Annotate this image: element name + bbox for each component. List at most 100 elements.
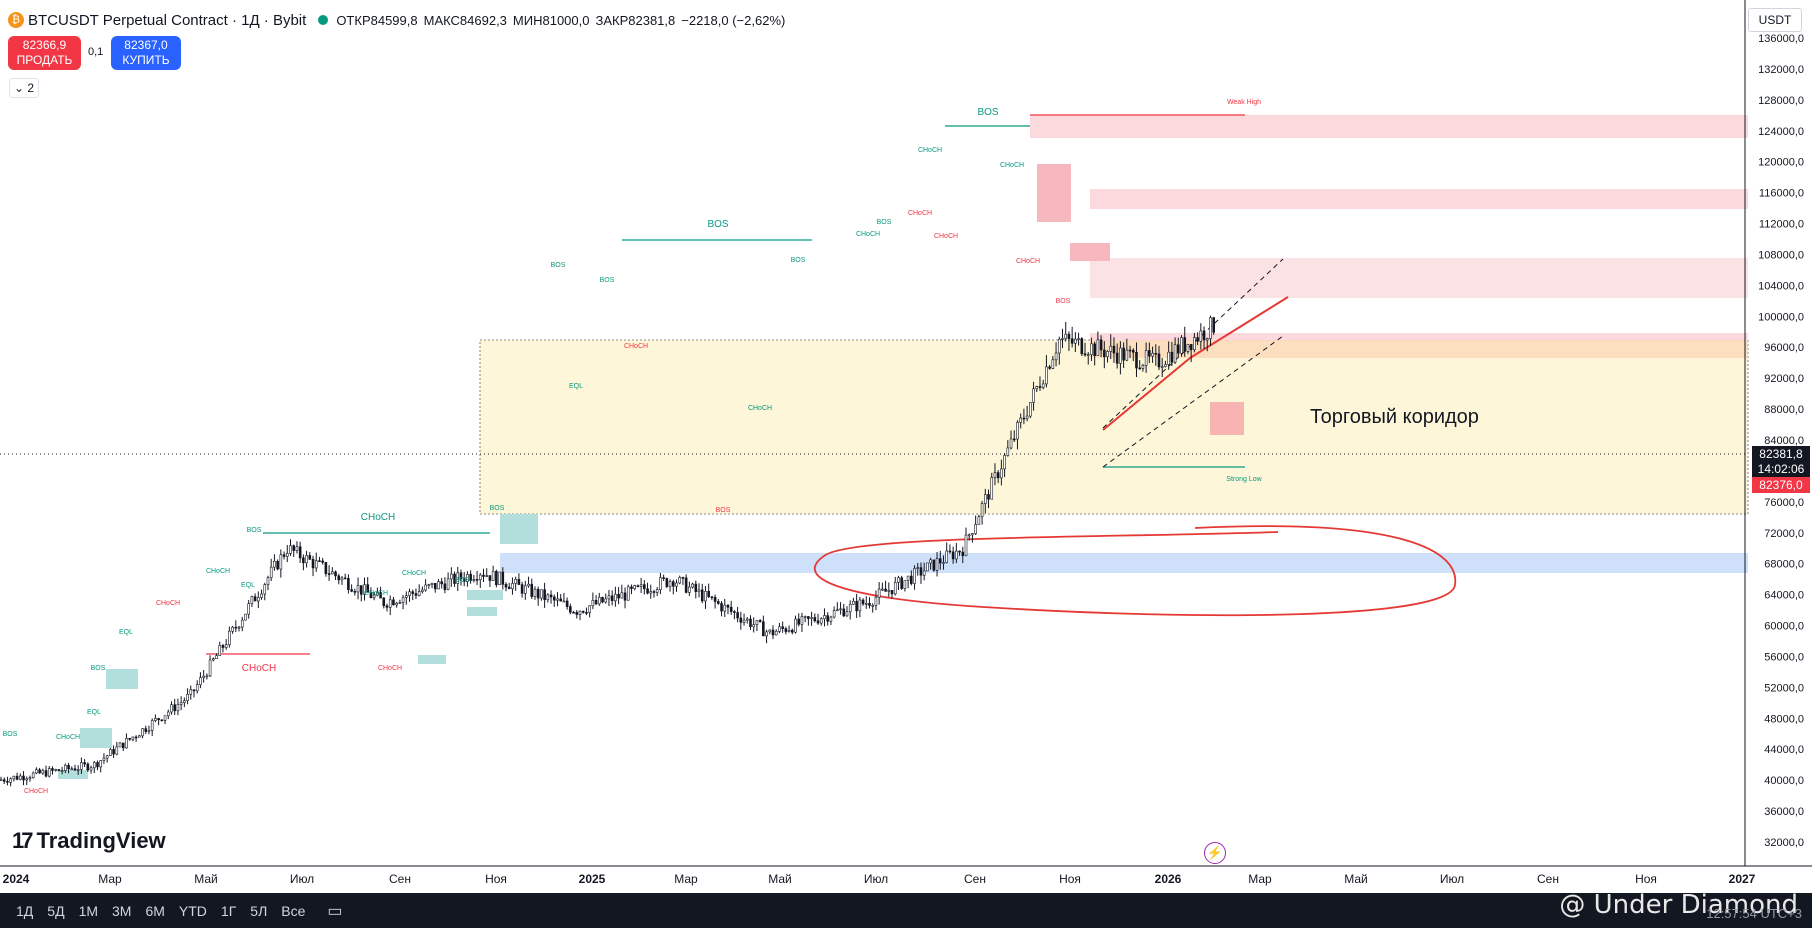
candle-body: [382, 597, 386, 607]
structure-label: BOS: [247, 527, 262, 534]
candle-body: [861, 599, 865, 605]
timeframe-1m[interactable]: 1М: [78, 902, 99, 919]
candle-body: [366, 584, 370, 593]
time-axis[interactable]: 2024 Мар Май Июл Сен Ноя 2025 Мар Май Июл Сен Ноя 20…: [3, 872, 1756, 886]
candle-body: [1177, 344, 1180, 354]
candle-body: [511, 583, 514, 590]
time-tick-label: Ноя: [485, 872, 507, 886]
supply-zone-3: [1090, 258, 1748, 298]
symbol-title[interactable]: BTCUSDT Perpetual Contract · 1Д · Bybit: [28, 11, 307, 29]
change-value: −2218,0 (−2,62%): [681, 12, 786, 28]
candle-body: [552, 596, 556, 601]
candle-body: [585, 612, 588, 614]
candle-body: [1180, 337, 1183, 354]
candle-body: [385, 605, 389, 608]
candle-body: [80, 762, 83, 770]
price-tick-label: 44000,0: [1764, 744, 1804, 756]
candle-body: [411, 591, 415, 594]
timeframe-3m[interactable]: 3М: [112, 902, 132, 919]
timeframe-1y[interactable]: 1Г: [220, 902, 237, 919]
candle-body: [324, 562, 328, 574]
candle-body: [157, 718, 160, 721]
candle-body: [639, 584, 643, 587]
candle-body: [1099, 339, 1103, 351]
candle-body: [688, 586, 691, 593]
candle-body: [684, 577, 688, 593]
candle-body: [1029, 402, 1032, 417]
candle-body: [868, 603, 871, 606]
timeframe-ytd[interactable]: YTD: [178, 902, 207, 919]
candle-body: [1106, 351, 1109, 358]
candle-body: [906, 575, 910, 581]
candle-body: [755, 620, 759, 625]
candle-body: [1096, 339, 1100, 356]
candle-body: [18, 775, 22, 780]
candle-body: [401, 597, 405, 603]
tradingview-logo[interactable]: 17 TradingView: [12, 828, 166, 854]
candle-body: [1006, 447, 1010, 456]
candle-body: [105, 755, 109, 759]
trend-line-1: [1102, 357, 1191, 431]
candle-body: [318, 560, 321, 563]
candle-body: [1122, 347, 1125, 361]
fvg-blue-zone: [500, 553, 1748, 573]
timeframe-5y[interactable]: 5Л: [250, 902, 268, 919]
candle-body: [128, 737, 131, 740]
candle-body: [620, 592, 624, 599]
calendar-range-icon[interactable]: ▭: [327, 902, 343, 920]
candle-body: [733, 611, 736, 613]
candle-body: [977, 516, 981, 525]
candle-body: [938, 558, 942, 564]
candle-body: [314, 560, 318, 569]
candle-body: [726, 604, 730, 608]
structure-label: BOS: [1056, 298, 1071, 305]
timeframe-5d[interactable]: 5Д: [47, 902, 65, 919]
candle-body: [224, 644, 228, 648]
candle-body: [76, 769, 80, 771]
candle-body: [836, 609, 839, 612]
structure-label: CHoCH: [856, 231, 880, 238]
price-tick-label: 124000,0: [1758, 126, 1804, 138]
candle-body: [1209, 317, 1212, 339]
candle-body: [1064, 333, 1068, 339]
candle-body: [343, 577, 347, 580]
candle-body: [1057, 338, 1061, 354]
candle-body: [485, 575, 489, 577]
candle-body: [607, 595, 611, 600]
candle-body: [1067, 333, 1071, 339]
candle-body: [559, 598, 563, 602]
lot-size[interactable]: 0,1: [88, 46, 104, 58]
indicators-toggle[interactable]: ⌄ 2: [9, 78, 39, 98]
price-axis[interactable]: 136000,0 132000,0 128000,0 124000,0 120000,0…: [1758, 33, 1804, 849]
candle-body: [810, 617, 813, 619]
candle-body: [189, 689, 193, 695]
candle-body: [700, 589, 704, 602]
timeframe-6m[interactable]: 6М: [145, 902, 165, 919]
timeframe-all[interactable]: Все: [281, 902, 306, 919]
structure-label: CHoCH: [934, 233, 958, 240]
order-block-3: [1210, 402, 1244, 435]
candle-body: [350, 589, 353, 592]
candle-body: [961, 551, 965, 556]
candle-body: [250, 596, 254, 605]
corridor-label[interactable]: Торговый коридор: [1310, 406, 1479, 428]
clock-label[interactable]: 12:57:54 UTC+3: [1706, 906, 1802, 921]
sell-button[interactable]: 82366,9 ПРОДАТЬ: [8, 36, 81, 70]
candle-body: [659, 577, 662, 590]
candle-body: [1019, 417, 1022, 423]
structure-label: BOS: [707, 219, 728, 230]
candle-body: [25, 778, 29, 781]
lightning-icon[interactable]: ⚡: [1204, 842, 1226, 864]
sell-price: 82366,9: [22, 38, 67, 52]
high-value: МАКС84692,3: [423, 12, 507, 28]
buy-button[interactable]: 82367,0 КУПИТЬ: [111, 36, 181, 70]
candle-body: [1186, 344, 1190, 352]
candle-body: [427, 584, 431, 587]
timeframe-1d[interactable]: 1Д: [16, 902, 34, 919]
currency-selector[interactable]: USDT: [1748, 8, 1802, 32]
symbol-header: ₿ BTCUSDT Perpetual Contract · 1Д · Bybi…: [0, 0, 785, 40]
candle-body: [745, 618, 749, 621]
candle-body: [337, 575, 341, 581]
candle-body: [633, 585, 636, 589]
